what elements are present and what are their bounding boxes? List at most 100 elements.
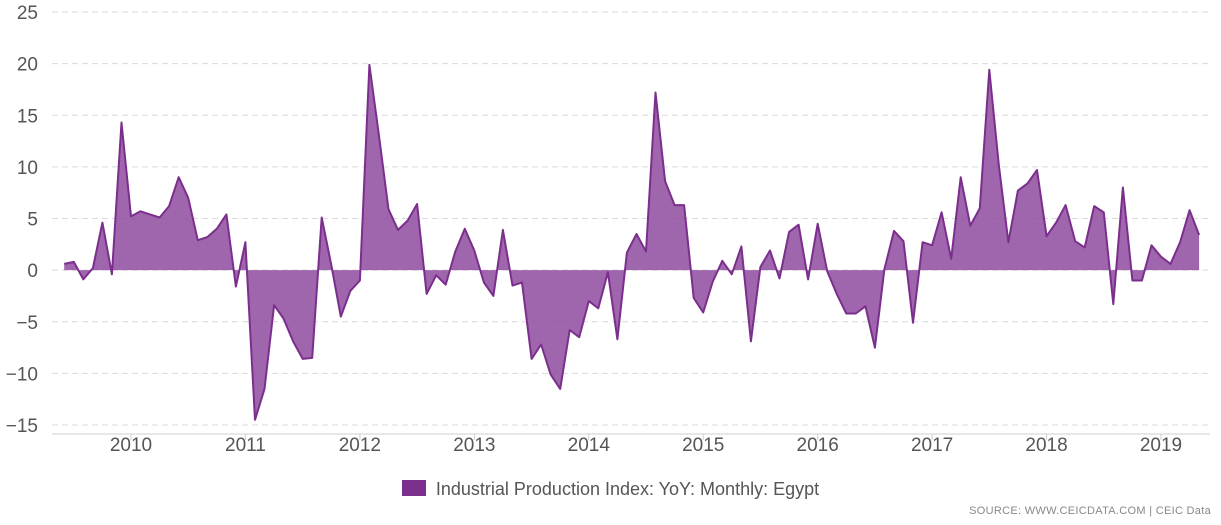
data-point bbox=[759, 266, 761, 268]
data-point bbox=[282, 318, 284, 320]
data-point bbox=[330, 264, 332, 266]
x-tick-label: 2012 bbox=[339, 435, 381, 456]
data-point bbox=[73, 261, 75, 263]
data-point bbox=[1112, 303, 1114, 305]
data-point bbox=[1160, 256, 1162, 258]
data-point bbox=[406, 219, 408, 221]
data-point bbox=[788, 231, 790, 233]
data-point bbox=[635, 233, 637, 235]
x-tick-label: 2019 bbox=[1140, 435, 1182, 456]
data-point bbox=[530, 358, 532, 360]
data-point bbox=[225, 213, 227, 215]
data-point bbox=[616, 338, 618, 340]
series-area bbox=[64, 64, 1200, 420]
data-point bbox=[216, 228, 218, 230]
data-point bbox=[454, 250, 456, 252]
data-point bbox=[139, 210, 141, 212]
x-tick-label: 2018 bbox=[1025, 435, 1067, 456]
data-point bbox=[387, 208, 389, 210]
data-point bbox=[1179, 241, 1181, 243]
data-point bbox=[1141, 279, 1143, 281]
x-tick-label: 2017 bbox=[911, 435, 953, 456]
y-tick-label: −15 bbox=[6, 416, 38, 437]
data-point bbox=[778, 277, 780, 279]
series-line bbox=[63, 63, 1201, 421]
x-tick-label: 2016 bbox=[797, 435, 839, 456]
x-tick-label: 2013 bbox=[453, 435, 495, 456]
data-point bbox=[511, 284, 513, 286]
data-point bbox=[1045, 235, 1047, 237]
x-tick-label: 2014 bbox=[568, 435, 611, 456]
data-point bbox=[693, 297, 695, 299]
data-point bbox=[1007, 241, 1009, 243]
y-tick-label: −10 bbox=[6, 364, 38, 385]
data-point bbox=[626, 251, 628, 253]
data-point bbox=[1084, 246, 1086, 248]
data-point bbox=[654, 91, 656, 93]
data-point bbox=[673, 204, 675, 206]
y-tick-label: 10 bbox=[17, 158, 38, 179]
data-point bbox=[168, 205, 170, 207]
data-point bbox=[273, 304, 275, 306]
data-point bbox=[292, 340, 294, 342]
data-point bbox=[578, 336, 580, 338]
data-point bbox=[826, 270, 828, 272]
data-point bbox=[244, 241, 246, 243]
data-point bbox=[473, 249, 475, 251]
data-point bbox=[721, 260, 723, 262]
data-point bbox=[63, 263, 65, 265]
data-point bbox=[302, 358, 304, 360]
data-point bbox=[235, 285, 237, 287]
data-point bbox=[416, 203, 418, 205]
data-point bbox=[120, 121, 122, 123]
legend[interactable]: Industrial Production Index: YoY: Monthl… bbox=[0, 478, 1221, 500]
data-point bbox=[321, 216, 323, 218]
data-point bbox=[960, 176, 962, 178]
data-point bbox=[101, 221, 103, 223]
data-point bbox=[82, 278, 84, 280]
data-point bbox=[807, 278, 809, 280]
data-point bbox=[311, 357, 313, 359]
x-tick-label: 2010 bbox=[110, 435, 152, 456]
legend-swatch bbox=[401, 480, 426, 496]
data-point bbox=[483, 281, 485, 283]
y-tick-label: 20 bbox=[17, 55, 38, 76]
data-point bbox=[1064, 204, 1066, 206]
data-point bbox=[1131, 279, 1133, 281]
x-tick-label: 2015 bbox=[682, 435, 724, 456]
data-point bbox=[712, 280, 714, 282]
data-point bbox=[931, 244, 933, 246]
data-point bbox=[1074, 240, 1076, 242]
data-point bbox=[883, 268, 885, 270]
data-point bbox=[998, 165, 1000, 167]
data-point bbox=[521, 281, 523, 283]
data-point bbox=[1169, 263, 1171, 265]
y-tick-label: 25 bbox=[17, 3, 38, 24]
data-point bbox=[569, 329, 571, 331]
data-point bbox=[549, 373, 551, 375]
data-point bbox=[111, 273, 113, 275]
data-point bbox=[540, 343, 542, 345]
data-point bbox=[349, 290, 351, 292]
data-point bbox=[855, 312, 857, 314]
data-point bbox=[702, 311, 704, 313]
data-point bbox=[988, 69, 990, 71]
data-point bbox=[1055, 221, 1057, 223]
data-point bbox=[797, 224, 799, 226]
data-point bbox=[502, 229, 504, 231]
data-point bbox=[340, 315, 342, 317]
data-point bbox=[425, 293, 427, 295]
data-point bbox=[597, 307, 599, 309]
data-point bbox=[187, 197, 189, 199]
data-point bbox=[950, 258, 952, 260]
data-point bbox=[368, 63, 370, 65]
data-point bbox=[445, 283, 447, 285]
data-point bbox=[940, 211, 942, 213]
data-point bbox=[1103, 211, 1105, 213]
data-point bbox=[750, 340, 752, 342]
data-point bbox=[607, 271, 609, 273]
plot-area bbox=[63, 63, 1201, 421]
data-point bbox=[492, 295, 494, 297]
data-point bbox=[588, 300, 590, 302]
